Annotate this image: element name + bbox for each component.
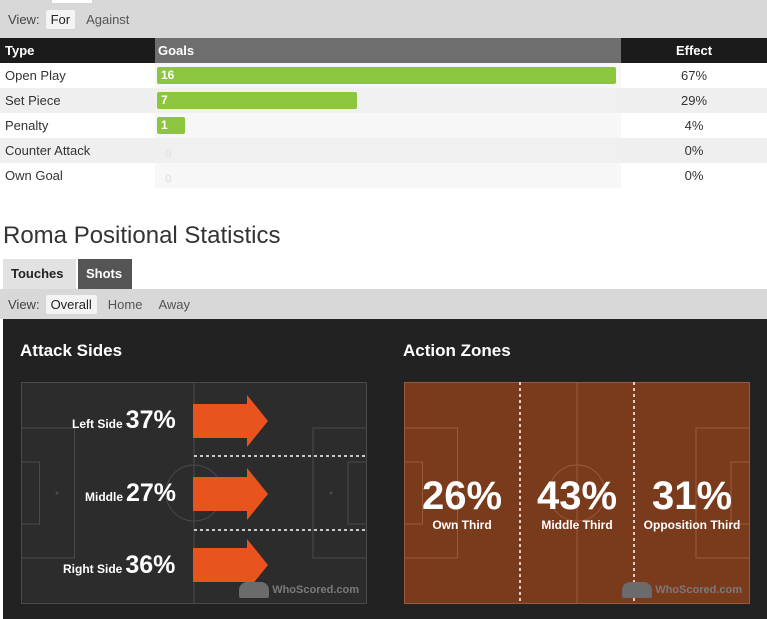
row-effect: 0% [684, 143, 704, 158]
left-side-stat: Left Side 37% [72, 406, 176, 435]
table-row: Own Goal 0 0% [0, 163, 767, 188]
middle-third-stat: 43% Middle Third [519, 476, 635, 532]
positional-view-bar: View: Overall Home Away [0, 289, 767, 319]
table-row: Penalty 1 4% [0, 113, 767, 138]
arrow-left-side [193, 395, 268, 447]
row-type: Counter Attack [5, 143, 91, 158]
middle-label: Middle [85, 490, 123, 504]
positional-panel: Attack Sides Left Side 37% Middle 27% [3, 319, 767, 619]
zones-lines [404, 382, 750, 604]
row-type: Set Piece [5, 93, 61, 108]
opposition-third-stat: 31% Opposition Third [634, 476, 750, 532]
goals-bar: 16 [157, 67, 616, 84]
attack-sides-pitch: Left Side 37% Middle 27% Right Side 36% … [21, 382, 367, 604]
watermark: WhoScored.com [239, 582, 359, 598]
middle-third-pct: 43% [536, 474, 618, 518]
row-goals-value: 16 [161, 68, 175, 82]
left-side-pct: 37% [125, 406, 176, 434]
goals-bar: 1 [157, 117, 185, 134]
view-option-overall[interactable]: Overall [45, 295, 97, 314]
tab-touches[interactable]: Touches [3, 259, 76, 289]
table-header: Type Goals Effect [0, 38, 767, 63]
row-type: Penalty [5, 118, 49, 133]
positional-view-selector: View: Overall Home Away [8, 295, 195, 314]
active-tab-indicator [52, 0, 92, 3]
tab-shots[interactable]: Shots [78, 259, 132, 289]
whoscored-logo-icon [622, 582, 653, 598]
arrow-middle [193, 468, 268, 520]
right-side-pct: 36% [125, 551, 176, 579]
section-title: Roma Positional Statistics [3, 222, 281, 249]
goals-bar: 7 [157, 92, 357, 109]
view-label: View: [8, 12, 40, 27]
row-type: Own Goal [5, 168, 63, 183]
goals-view-selector: View: For Against [8, 10, 134, 29]
own-third-stat: 26% Own Third [404, 476, 520, 532]
row-effect: 29% [680, 93, 708, 108]
view-option-against[interactable]: Against [86, 12, 130, 27]
middle-pct: 27% [126, 479, 177, 507]
watermark: WhoScored.com [622, 582, 742, 598]
view-label: View: [8, 297, 40, 312]
goals-view-bar: View: For Against [0, 0, 767, 38]
action-zones-title: Action Zones [403, 341, 511, 360]
row-effect: 67% [680, 68, 708, 83]
table-row: Open Play 16 67% [0, 63, 767, 88]
row-goals-cell: 7 [155, 88, 621, 113]
opposition-third-label: Opposition Third [643, 518, 741, 532]
row-effect: 0% [684, 168, 704, 183]
middle-stat: Middle 27% [85, 479, 176, 508]
table-row: Set Piece 7 29% [0, 88, 767, 113]
row-goals-value: 7 [161, 93, 168, 107]
action-zones-pitch: 26% Own Third 43% Middle Third 31% Oppos… [404, 382, 750, 604]
right-side-stat: Right Side 36% [63, 551, 175, 580]
goals-table: Type Goals Effect Open Play 16 67% Set Piec… [0, 38, 767, 188]
left-side-label: Left Side [72, 417, 123, 431]
header-type[interactable]: Type [5, 43, 35, 58]
row-goals-value: 0 [165, 172, 172, 186]
row-goals-value: 1 [161, 118, 168, 132]
right-side-label: Right Side [63, 562, 123, 576]
pitch-lines [21, 382, 367, 604]
table-row: Counter Attack 0 0% [0, 138, 767, 163]
opposition-third-pct: 31% [651, 474, 733, 518]
whoscored-logo-icon [239, 582, 270, 598]
attack-sides-title: Attack Sides [20, 341, 123, 360]
row-type: Open Play [5, 68, 66, 83]
row-goals-cell: 0 [155, 138, 621, 163]
middle-third-label: Middle Third [541, 518, 613, 532]
own-third-pct: 26% [421, 474, 503, 518]
own-third-label: Own Third [432, 518, 492, 532]
header-effect[interactable]: Effect [675, 43, 713, 58]
view-option-home[interactable]: Home [107, 297, 143, 312]
stat-tabs: Touches Shots [3, 259, 132, 289]
row-goals-value: 0 [165, 147, 172, 161]
view-option-for[interactable]: For [45, 10, 76, 29]
row-goals-cell: 0 [155, 163, 621, 188]
header-goals[interactable]: Goals [155, 38, 621, 63]
view-option-away[interactable]: Away [158, 297, 190, 312]
row-goals-cell: 1 [155, 113, 621, 138]
row-goals-cell: 16 [155, 63, 621, 88]
arrow-right-side [193, 539, 268, 591]
row-effect: 4% [684, 118, 704, 133]
